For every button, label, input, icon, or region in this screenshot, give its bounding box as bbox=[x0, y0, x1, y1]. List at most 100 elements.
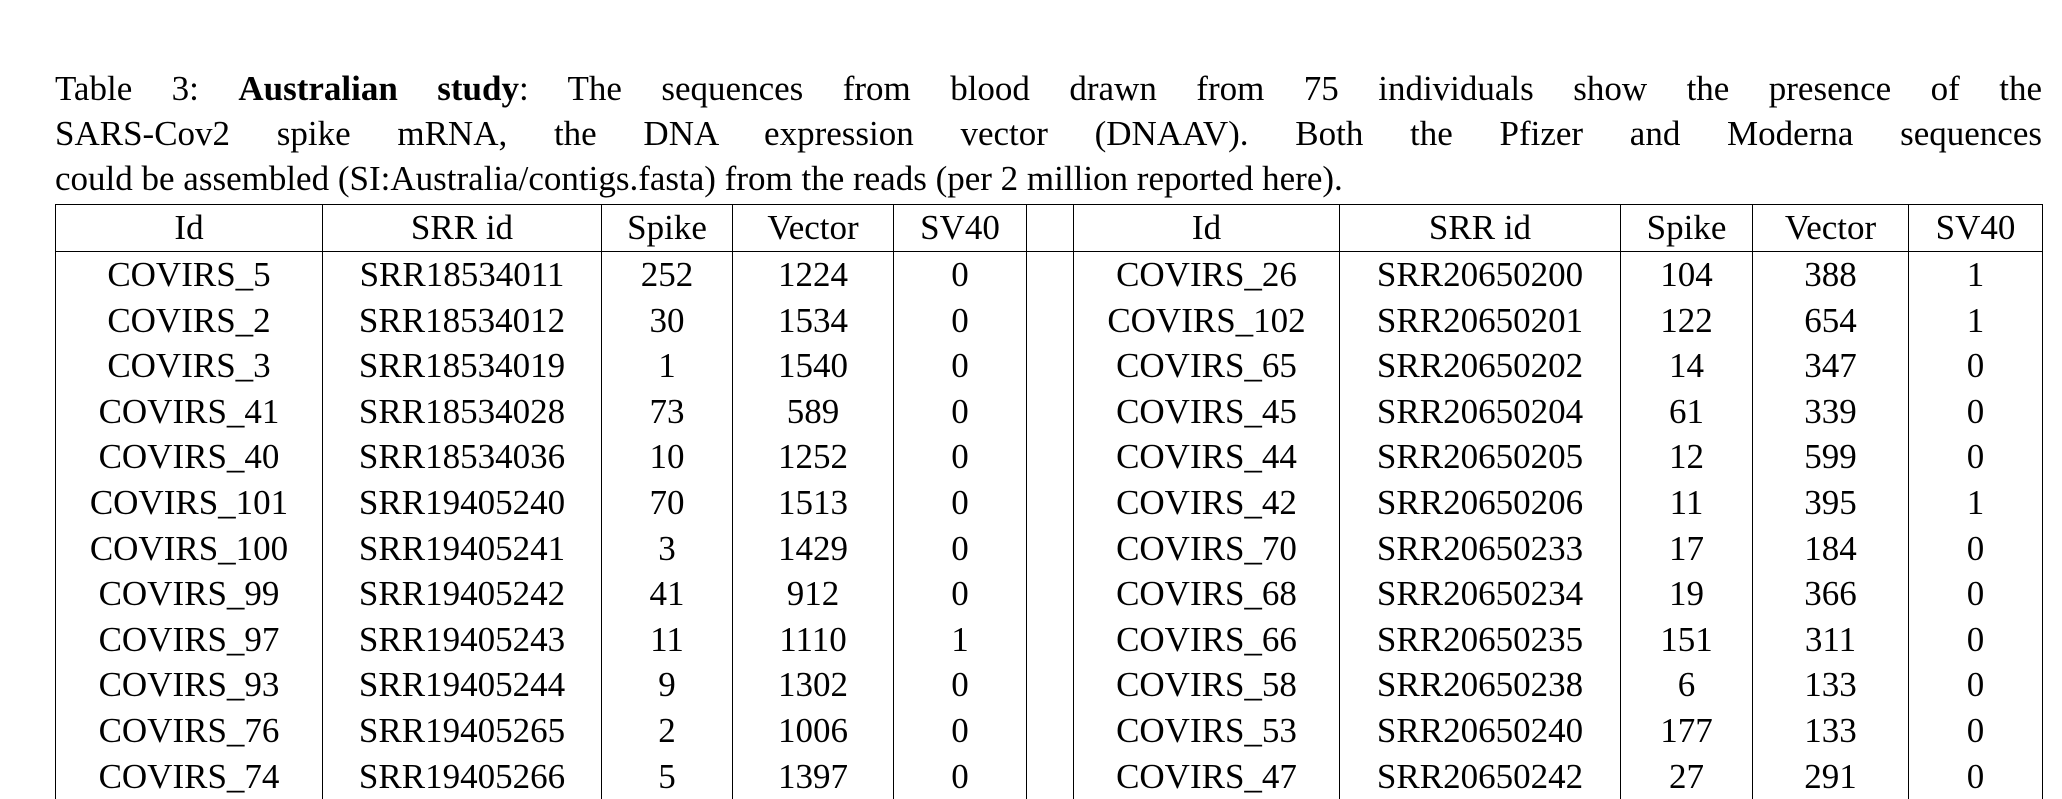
caption-line: could be assembled (SI:Australia/contigs… bbox=[55, 159, 1343, 198]
table-cell: 1224 bbox=[732, 251, 894, 298]
column-header: Spike bbox=[1620, 204, 1753, 252]
table-row: COVIRS_5 SRR18534011 252 1224 0 COVIRS_26 SRR2… bbox=[55, 251, 2043, 298]
table-cell: COVIRS_40 bbox=[55, 434, 323, 480]
table-cell: 0 bbox=[893, 571, 1027, 617]
table-cell: 0 bbox=[1908, 571, 2043, 617]
table-cell: SRR19405265 bbox=[322, 707, 602, 754]
table-cell: SRR20650240 bbox=[1339, 707, 1621, 754]
table-row: COVIRS_40 SRR18534036 10 1252 0 COVIRS_44 SRR2… bbox=[55, 434, 2043, 480]
table-row: COVIRS_93 SRR19405244 9 1302 0 COVIRS_58 SRR20… bbox=[55, 662, 2043, 708]
table-cell: SRR20650242 bbox=[1339, 753, 1621, 799]
table-cell: SRR18534011 bbox=[322, 251, 602, 298]
table-cell: 599 bbox=[1752, 434, 1909, 480]
table-cell: 1513 bbox=[732, 479, 894, 526]
table-cell: COVIRS_44 bbox=[1073, 434, 1340, 480]
table-cell: 291 bbox=[1752, 753, 1909, 799]
table-cell: 1252 bbox=[732, 434, 894, 480]
table-cell: 1 bbox=[893, 616, 1027, 663]
table-cell: 0 bbox=[1908, 434, 2043, 480]
table-cell: 177 bbox=[1620, 707, 1753, 754]
table-cell: 1429 bbox=[732, 525, 894, 572]
table-cell: COVIRS_5 bbox=[55, 251, 323, 298]
table-cell: 366 bbox=[1752, 571, 1909, 617]
table-row: COVIRS_3 SRR18534019 1 1540 0 COVIRS_65 SRR206… bbox=[55, 343, 2043, 389]
table-cell: COVIRS_74 bbox=[55, 753, 323, 799]
table-cell: 589 bbox=[732, 388, 894, 435]
table-caption: Table 3: Australian study: The sequences… bbox=[55, 66, 2042, 201]
column-header: SV40 bbox=[893, 204, 1027, 252]
table-cell: 73 bbox=[601, 388, 733, 435]
caption-line: Table 3: Australian study: The sequences… bbox=[55, 66, 2042, 111]
table-cell: SRR19405242 bbox=[322, 571, 602, 617]
table-cell: SRR20650235 bbox=[1339, 616, 1621, 663]
table-cell: 27 bbox=[1620, 753, 1753, 799]
table-cell: SRR19405240 bbox=[322, 479, 602, 526]
table-cell: 0 bbox=[1908, 753, 2043, 799]
table-cell: COVIRS_99 bbox=[55, 571, 323, 617]
table-cell: COVIRS_68 bbox=[1073, 571, 1340, 617]
table-cell: SRR20650201 bbox=[1339, 297, 1621, 344]
spacer-cell bbox=[1026, 343, 1074, 389]
table-cell: SRR20650206 bbox=[1339, 479, 1621, 526]
table-cell: SRR18534019 bbox=[322, 343, 602, 389]
table-cell: 0 bbox=[893, 388, 1027, 435]
table-cell: 122 bbox=[1620, 297, 1753, 344]
table-cell: 1397 bbox=[732, 753, 894, 799]
table-cell: 133 bbox=[1752, 707, 1909, 754]
table-cell: 1 bbox=[1908, 251, 2043, 298]
table-cell: 0 bbox=[1908, 616, 2043, 663]
table-cell: 0 bbox=[893, 434, 1027, 480]
table-cell: 9 bbox=[601, 662, 733, 708]
table-cell: 0 bbox=[893, 525, 1027, 572]
column-header: Vector bbox=[732, 204, 894, 252]
table-cell: COVIRS_76 bbox=[55, 707, 323, 754]
table-cell: COVIRS_53 bbox=[1073, 707, 1340, 754]
table-row: COVIRS_99 SRR19405242 41 912 0 COVIRS_68 SRR20… bbox=[55, 571, 2043, 617]
table-cell: 12 bbox=[1620, 434, 1753, 480]
table-cell: 0 bbox=[1908, 707, 2043, 754]
table-cell: SRR19405243 bbox=[322, 616, 602, 663]
table-cell: COVIRS_93 bbox=[55, 662, 323, 708]
table-cell: 1006 bbox=[732, 707, 894, 754]
table-cell: 1540 bbox=[732, 343, 894, 389]
table-cell: SRR20650204 bbox=[1339, 388, 1621, 435]
column-header: Id bbox=[55, 204, 323, 252]
spacer-cell bbox=[1026, 388, 1074, 435]
data-table: Id SRR id Spike Vector SV40 Id SRR id Spike Vect… bbox=[55, 204, 2043, 799]
table-cell: 0 bbox=[893, 662, 1027, 708]
table-cell: COVIRS_65 bbox=[1073, 343, 1340, 389]
table-cell: 6 bbox=[1620, 662, 1753, 708]
table-cell: 1110 bbox=[732, 616, 894, 663]
table-cell: 3 bbox=[601, 525, 733, 572]
table-cell: 0 bbox=[1908, 388, 2043, 435]
table-cell: SRR20650202 bbox=[1339, 343, 1621, 389]
table-cell: 0 bbox=[893, 297, 1027, 344]
column-header: SRR id bbox=[322, 204, 602, 252]
table-cell: 311 bbox=[1752, 616, 1909, 663]
table-cell: 1 bbox=[1908, 297, 2043, 344]
table-cell: 61 bbox=[1620, 388, 1753, 435]
table-cell: SRR18534036 bbox=[322, 434, 602, 480]
spacer-cell bbox=[1026, 753, 1074, 799]
table-row: COVIRS_41 SRR18534028 73 589 0 COVIRS_45 SRR20… bbox=[55, 388, 2043, 435]
table-cell: COVIRS_70 bbox=[1073, 525, 1340, 572]
table-cell: 388 bbox=[1752, 251, 1909, 298]
table-cell: 10 bbox=[601, 434, 733, 480]
spacer-cell bbox=[1026, 616, 1074, 663]
table-cell: 5 bbox=[601, 753, 733, 799]
spacer-cell bbox=[1026, 204, 1074, 252]
table-cell: COVIRS_101 bbox=[55, 479, 323, 526]
table-cell: COVIRS_41 bbox=[55, 388, 323, 435]
table-cell: COVIRS_58 bbox=[1073, 662, 1340, 708]
table-cell: COVIRS_47 bbox=[1073, 753, 1340, 799]
table-cell: 395 bbox=[1752, 479, 1909, 526]
table-cell: 14 bbox=[1620, 343, 1753, 389]
table-cell: SRR19405266 bbox=[322, 753, 602, 799]
column-header: Vector bbox=[1752, 204, 1909, 252]
column-header: Spike bbox=[601, 204, 733, 252]
table-row: COVIRS_2 SRR18534012 30 1534 0 COVIRS_102 SRR2… bbox=[55, 297, 2043, 344]
table-cell: 0 bbox=[1908, 343, 2043, 389]
table-cell: SRR18534012 bbox=[322, 297, 602, 344]
spacer-cell bbox=[1026, 571, 1074, 617]
table-cell: 0 bbox=[893, 753, 1027, 799]
